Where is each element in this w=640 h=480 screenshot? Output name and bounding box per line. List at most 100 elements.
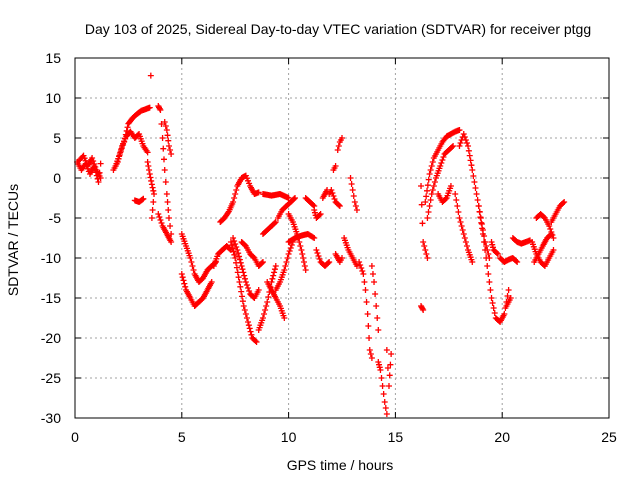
data-point <box>424 182 431 189</box>
data-point <box>418 183 425 189</box>
series-track-39 <box>383 347 395 389</box>
data-point <box>242 311 249 317</box>
series-track-05 <box>131 195 147 205</box>
data-point <box>228 242 235 249</box>
data-point <box>474 197 481 203</box>
data-point <box>481 239 488 245</box>
data-point <box>468 162 475 169</box>
data-point <box>155 211 162 217</box>
y-tick-label: 5 <box>53 130 61 146</box>
x-tick-label: 0 <box>71 429 79 445</box>
data-point <box>162 123 169 129</box>
data-point <box>457 140 464 146</box>
data-point <box>311 209 318 216</box>
data-point <box>483 243 490 249</box>
data-point <box>473 191 480 197</box>
data-point <box>310 234 317 241</box>
data-point <box>547 232 554 238</box>
data-point <box>233 264 240 271</box>
data-point <box>272 263 279 269</box>
data-point <box>329 190 336 196</box>
chart-title: Day 103 of 2025, Sidereal Day-to-day VTE… <box>85 21 591 37</box>
data-point <box>300 255 307 261</box>
series-track-14 <box>217 172 262 225</box>
x-axis-ticks: 0 5 10 15 20 25 <box>71 58 617 445</box>
series-track-44 <box>435 183 454 205</box>
data-point <box>259 315 266 321</box>
data-point <box>367 351 374 357</box>
data-point <box>469 259 476 265</box>
data-point <box>178 271 185 277</box>
data-point <box>90 158 97 164</box>
data-point <box>428 191 435 197</box>
data-point <box>372 291 379 297</box>
data-point <box>239 293 246 300</box>
data-point <box>326 259 333 265</box>
data-point <box>348 181 355 187</box>
data-point <box>550 247 557 253</box>
series-track-23 <box>274 195 299 221</box>
y-tick-label: 15 <box>45 50 61 66</box>
data-point <box>375 359 382 365</box>
data-point <box>463 243 470 249</box>
data-point <box>460 131 467 137</box>
data-point <box>232 241 239 247</box>
plot-frame <box>74 57 610 419</box>
data-point <box>246 288 253 294</box>
data-point <box>440 154 447 160</box>
data-point <box>482 247 489 253</box>
data-point <box>423 251 430 257</box>
data-point <box>507 295 514 301</box>
data-point <box>383 411 390 417</box>
data-point <box>325 259 332 266</box>
data-point <box>350 193 357 199</box>
series-track-37 <box>368 263 382 333</box>
series-track-36 <box>356 259 375 361</box>
data-point <box>146 171 153 177</box>
data-point <box>231 195 238 201</box>
data-point <box>287 245 294 251</box>
data-point <box>437 163 444 169</box>
data-point <box>461 235 468 241</box>
series-track-26 <box>302 195 318 209</box>
data-point <box>190 267 197 273</box>
data-point <box>381 399 388 405</box>
data-point <box>241 272 248 279</box>
series-track-09 <box>161 119 175 157</box>
data-point <box>364 311 371 317</box>
data-point <box>335 143 342 149</box>
data-point <box>310 202 317 208</box>
series-track-43 <box>424 143 457 221</box>
data-point <box>470 173 477 179</box>
data-point <box>237 283 244 290</box>
data-point <box>167 147 174 153</box>
data-point <box>144 159 151 165</box>
data-point <box>454 203 461 209</box>
data-point <box>449 144 456 150</box>
data-point <box>224 209 231 216</box>
data-point <box>239 266 246 273</box>
data-point <box>255 287 262 293</box>
data-point <box>377 367 384 373</box>
data-point <box>168 151 175 157</box>
y-tick-label: 10 <box>45 90 61 106</box>
series-track-04 <box>112 104 153 169</box>
data-point <box>424 187 431 194</box>
data-point <box>236 253 243 260</box>
data-point <box>231 251 238 258</box>
data-point <box>245 319 252 325</box>
data-point <box>299 251 306 257</box>
x-tick-label: 25 <box>601 429 617 445</box>
data-point <box>494 251 501 257</box>
data-point <box>124 124 131 131</box>
data-point <box>479 231 486 237</box>
x-tick-label: 5 <box>178 429 186 445</box>
series-track-48 <box>488 239 501 257</box>
series-track-46 <box>452 191 476 265</box>
data-point <box>387 361 394 368</box>
data-point <box>117 148 124 154</box>
data-point <box>365 323 372 329</box>
data-point <box>374 315 381 321</box>
data-point <box>298 247 305 253</box>
data-point <box>237 259 244 266</box>
